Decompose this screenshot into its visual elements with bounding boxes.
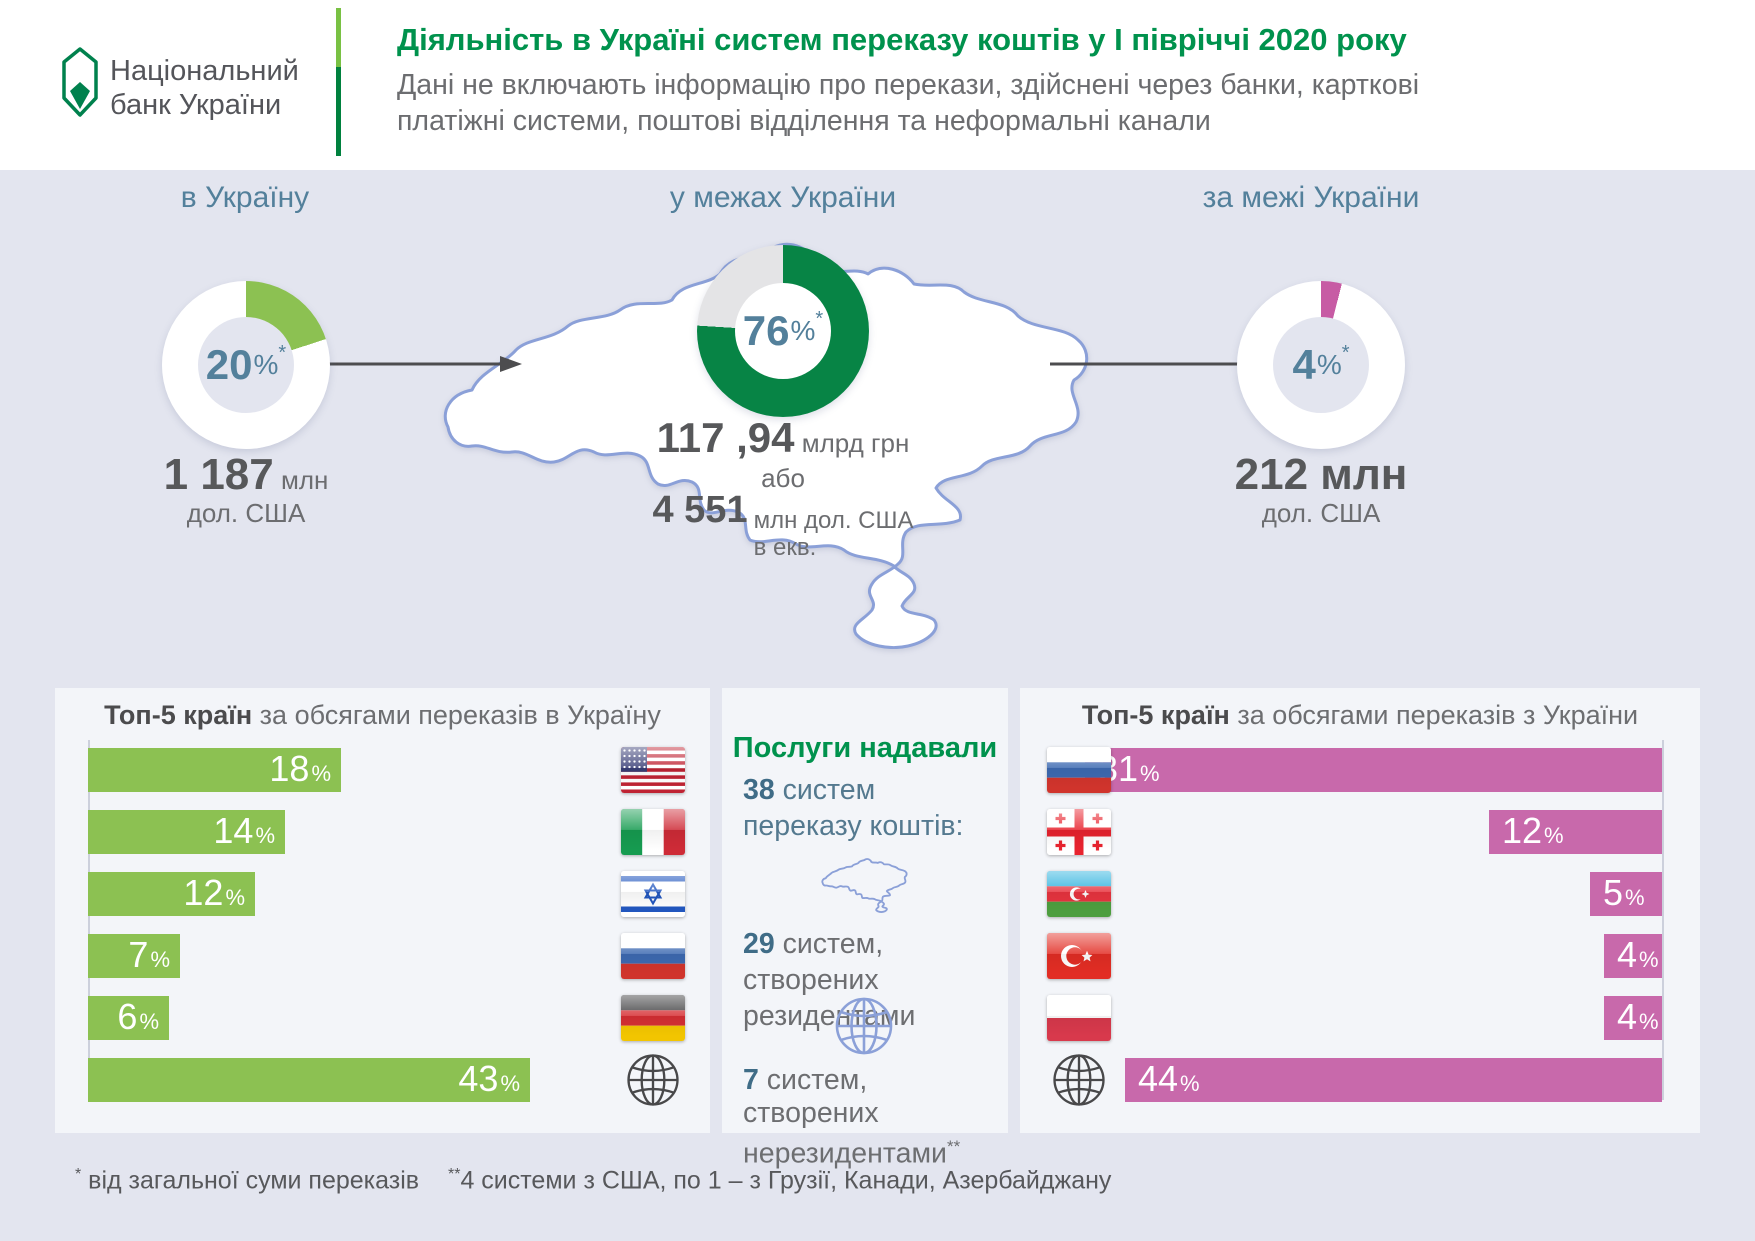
- donut-within-ukraine: 76% *: [697, 245, 869, 417]
- panel-top5-out-of-ukraine: Топ-5 країн за обсягами переказів з Укра…: [1020, 688, 1700, 1133]
- bar-top_out-інші країни: 44%: [1125, 1058, 1662, 1102]
- services-title: Послуги надавали: [732, 732, 998, 764]
- flag-russia: [1046, 746, 1112, 794]
- flag-russia: [620, 932, 686, 980]
- donut-into-ukraine: 20% *: [162, 281, 330, 449]
- logo-line1: Національний: [110, 55, 299, 87]
- donut-center-label: 4% *: [1273, 317, 1369, 413]
- flag-georgia: [1046, 808, 1112, 856]
- ukraine-map-icon: [819, 856, 911, 914]
- donut-center-label: 20% *: [198, 317, 294, 413]
- flag-germany: [621, 995, 685, 1041]
- bar-top_in-Німеччина: 6%: [88, 996, 169, 1040]
- bar-top_out-Польща: 4%: [1604, 996, 1662, 1040]
- bar-row-usa: 18%: [55, 746, 710, 794]
- bar-top_out-Росія: 31%: [1085, 748, 1662, 792]
- footnote-asterisk: * від загальної суми переказів: [75, 1166, 420, 1195]
- bar-top_out-Грузія: 12%: [1489, 810, 1662, 854]
- services-line-nonresidents: 7 систем, створених нерезидентами**: [743, 1064, 961, 1170]
- bar-row-globe: 44%: [1020, 1054, 1700, 1106]
- flag-azerbaijan: [1046, 870, 1112, 918]
- footnote-double-asterisk: **4 системи з США, по 1 – з Грузії, Кана…: [448, 1166, 1112, 1195]
- page-subtitle: Дані не включають інформацію про переказ…: [397, 69, 1420, 137]
- page-title: Діяльність в Україні систем переказу кош…: [397, 22, 1407, 57]
- flag-israel: [620, 870, 686, 918]
- services-line-residents: 29 систем, створених резидентами: [743, 928, 916, 1032]
- bar-top_out-Азербайджан: 5%: [1590, 872, 1662, 916]
- bar-top_in-Італія: 14%: [88, 810, 285, 854]
- services-line-total: 38 систем переказу коштів:: [743, 774, 964, 842]
- heading-out-of-ukraine: за межі України: [1202, 181, 1420, 214]
- bar-top_in-Росія: 7%: [88, 934, 180, 978]
- amount-within-ukraine: 117 ,94 млрд грн або 4 551 млн дол. США в …: [652, 414, 914, 562]
- heading-into-ukraine: в Україну: [180, 181, 310, 214]
- flag-italy: [621, 809, 685, 855]
- nbu-logo-icon: [58, 46, 102, 118]
- flag-poland: [1047, 995, 1111, 1041]
- flag-poland: [1046, 994, 1112, 1042]
- bar-row-italy: 14%: [55, 808, 710, 856]
- bar-axis: [1662, 740, 1664, 1100]
- bar-top_in-США: 18%: [88, 748, 341, 792]
- header-divider: [336, 8, 341, 156]
- flag-usa: [620, 746, 686, 794]
- flag-russia: [621, 933, 685, 979]
- bar-axis: [88, 740, 90, 1100]
- flag-turkey: [1046, 932, 1112, 980]
- amount-into-ukraine: 1 187 млн дол. США: [163, 450, 329, 529]
- bar-row-poland: 4%: [1020, 994, 1700, 1042]
- globe-icon: [1046, 1054, 1112, 1106]
- panel-services: Послуги надавали 38 систем переказу кошт…: [722, 688, 1008, 1170]
- flag-georgia: [1047, 809, 1111, 855]
- bar-top_in-інші країни: 43%: [88, 1058, 530, 1102]
- flag-turkey: [1047, 933, 1111, 979]
- flow-arrow-into-icon: [302, 354, 524, 374]
- donut-out-of-ukraine: 4% *: [1237, 281, 1405, 449]
- globe-icon: [620, 1054, 686, 1106]
- heading-within-ukraine: у межах України: [669, 181, 897, 214]
- bar-row-globe: 43%: [55, 1054, 710, 1106]
- bar-row-georgia: 12%: [1020, 808, 1700, 856]
- bar-top_in-Ізраїль: 12%: [88, 872, 255, 916]
- bar-row-israel: 12%: [55, 870, 710, 918]
- panel-title: Топ-5 країн за обсягами переказів з Укра…: [1081, 700, 1639, 730]
- bar-row-germany: 6%: [55, 994, 710, 1042]
- flag-germany: [620, 994, 686, 1042]
- logo-line2: банк України: [110, 89, 282, 121]
- globe-icon: [627, 1054, 679, 1106]
- bar-row-russia: 7%: [55, 932, 710, 980]
- donut-center-label: 76% *: [735, 283, 831, 379]
- flag-azerbaijan: [1047, 871, 1111, 917]
- bar-top_out-Туреччина: 4%: [1604, 934, 1662, 978]
- flag-usa: [621, 747, 685, 793]
- bar-row-russia: 31%: [1020, 746, 1700, 794]
- bar-rows: 18% 14% 12% 7% 6% 43%: [55, 746, 710, 1122]
- header: Національний банк України Діяльність в У…: [0, 0, 1755, 170]
- flag-israel: [621, 871, 685, 917]
- bar-rows: 31% 12% 5% 4% 4% 44%: [1020, 746, 1700, 1122]
- logo-text: Національний банк України: [110, 54, 299, 122]
- panel-title: Топ-5 країн за обсягами переказів в Укра…: [104, 700, 661, 730]
- panel-top5-into-ukraine: Топ-5 країн за обсягами переказів в Укра…: [55, 688, 710, 1133]
- globe-icon: [835, 997, 893, 1055]
- amount-out-of-ukraine: 212 млн дол. США: [1234, 450, 1408, 529]
- globe-icon: [1053, 1054, 1105, 1106]
- bar-row-azerbaijan: 5%: [1020, 870, 1700, 918]
- flag-russia: [1047, 747, 1111, 793]
- flag-italy: [620, 808, 686, 856]
- bar-row-turkey: 4%: [1020, 932, 1700, 980]
- globe-icon: [832, 994, 896, 1056]
